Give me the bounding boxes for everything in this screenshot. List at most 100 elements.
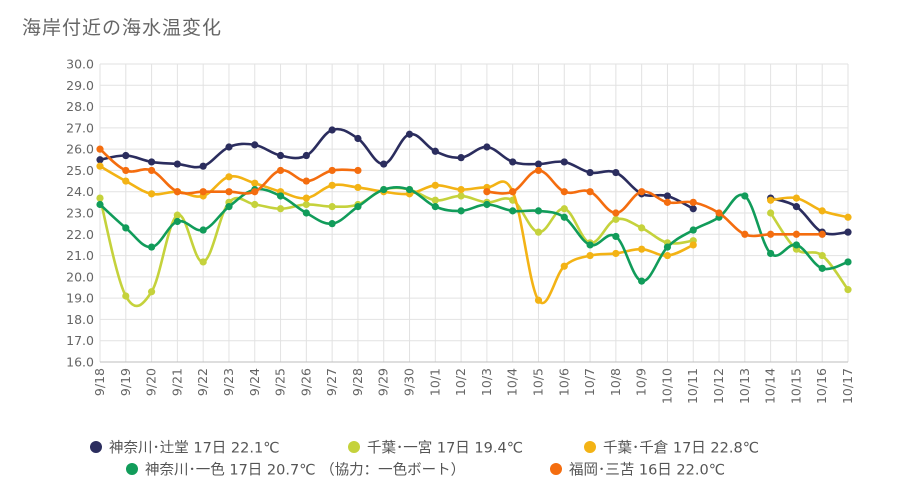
legend-label: 千葉･千倉 17日 22.8℃: [603, 440, 759, 457]
y-tick-label: 23.0: [66, 206, 94, 221]
x-tick-label: 10/13: [737, 368, 752, 404]
x-tick-label: 10/5: [530, 368, 545, 396]
data-point: [612, 168, 620, 177]
data-point: [122, 151, 130, 160]
data-point: [715, 209, 723, 217]
data-point: [560, 205, 568, 213]
data-point: [405, 185, 414, 194]
legend-item[interactable]: 神奈川･一色 17日 20.7℃ （協力：一色ボート）: [126, 462, 465, 479]
data-point: [844, 286, 852, 294]
data-point: [354, 166, 362, 175]
data-point: [276, 151, 285, 160]
data-point: [173, 160, 181, 168]
data-point: [199, 226, 207, 234]
data-point: [638, 245, 646, 253]
series-line: [769, 196, 850, 219]
legend-marker: [126, 463, 138, 475]
chart-title: 海岸付近の海水温変化: [22, 17, 223, 39]
legend-marker: [550, 463, 562, 475]
data-point: [844, 228, 852, 236]
data-point: [225, 203, 233, 211]
data-point: [328, 181, 336, 189]
data-point: [483, 200, 491, 209]
data-point: [96, 194, 104, 202]
data-point: [792, 241, 801, 249]
data-point: [147, 166, 156, 175]
x-tick-label: 10/7: [582, 368, 597, 396]
x-tick-label: 10/17: [840, 368, 855, 404]
data-point: [457, 185, 465, 194]
x-tick-label: 10/10: [659, 368, 674, 404]
data-point: [534, 228, 543, 236]
data-point: [96, 156, 104, 164]
data-point: [792, 194, 801, 202]
x-tick-label: 9/28: [350, 368, 365, 396]
x-tick-label: 10/16: [814, 368, 829, 404]
legend-marker: [584, 441, 596, 453]
data-point: [457, 207, 465, 215]
data-point: [663, 192, 672, 200]
data-point: [457, 192, 465, 200]
legend-marker: [90, 441, 102, 453]
data-point: [122, 224, 130, 232]
legend-item[interactable]: 福岡･三苫 16日 22.0℃: [550, 462, 725, 479]
data-point: [534, 166, 543, 175]
y-tick-label: 28.0: [66, 99, 94, 114]
data-point: [586, 241, 594, 249]
data-point: [225, 188, 233, 196]
data-point: [405, 130, 414, 138]
data-point: [534, 207, 543, 215]
y-tick-label: 26.0: [66, 142, 94, 157]
series-3: [96, 185, 852, 285]
series-0: [96, 126, 852, 236]
data-point: [328, 203, 336, 211]
legend-item[interactable]: 神奈川･辻堂 17日 22.1℃: [90, 440, 280, 457]
legend-label: 神奈川･一色 17日 20.7℃ （協力：一色ボート）: [145, 462, 465, 479]
series-line: [98, 127, 695, 211]
data-point: [767, 196, 775, 204]
data-point: [302, 194, 310, 202]
data-point: [173, 217, 181, 226]
data-point: [741, 230, 749, 238]
data-point: [122, 166, 130, 175]
data-point: [96, 162, 104, 170]
legend-marker: [348, 441, 360, 453]
data-point: [173, 188, 181, 196]
data-point: [586, 251, 594, 260]
x-tick-label: 9/21: [169, 368, 184, 396]
data-point: [276, 205, 285, 213]
data-point: [767, 209, 775, 217]
data-point: [276, 166, 285, 175]
data-point: [199, 258, 207, 266]
legend-item[interactable]: 千葉･千倉 17日 22.8℃: [584, 440, 759, 457]
data-point: [225, 173, 233, 181]
data-point: [147, 243, 156, 251]
y-tick-label: 29.0: [66, 78, 94, 93]
data-point: [147, 158, 156, 166]
data-point: [509, 188, 517, 196]
data-point: [767, 230, 775, 238]
data-point: [122, 292, 130, 300]
y-tick-label: 25.0: [66, 163, 94, 178]
data-point: [328, 126, 336, 134]
data-point: [586, 168, 594, 177]
x-tick-label: 10/9: [634, 368, 649, 396]
legend: 神奈川･辻堂 17日 22.1℃ 千葉･一宮 17日 19.4℃ 千葉･千倉 17日…: [90, 440, 759, 479]
series-line: [769, 196, 850, 236]
x-tick-label: 9/24: [247, 368, 262, 396]
legend-item[interactable]: 千葉･一宮 17日 19.4℃: [348, 440, 523, 457]
x-tick-label: 10/4: [505, 368, 520, 396]
y-tick-label: 17.0: [66, 333, 94, 348]
data-point: [328, 166, 336, 175]
data-point: [302, 200, 310, 209]
data-point: [818, 251, 826, 260]
y-tick-label: 19.0: [66, 291, 94, 306]
data-point: [612, 215, 620, 223]
y-tick-label: 24.0: [66, 184, 94, 199]
data-point: [560, 188, 568, 196]
data-point: [612, 249, 620, 258]
data-point: [663, 251, 672, 260]
data-point: [560, 213, 568, 221]
data-point: [431, 181, 439, 189]
